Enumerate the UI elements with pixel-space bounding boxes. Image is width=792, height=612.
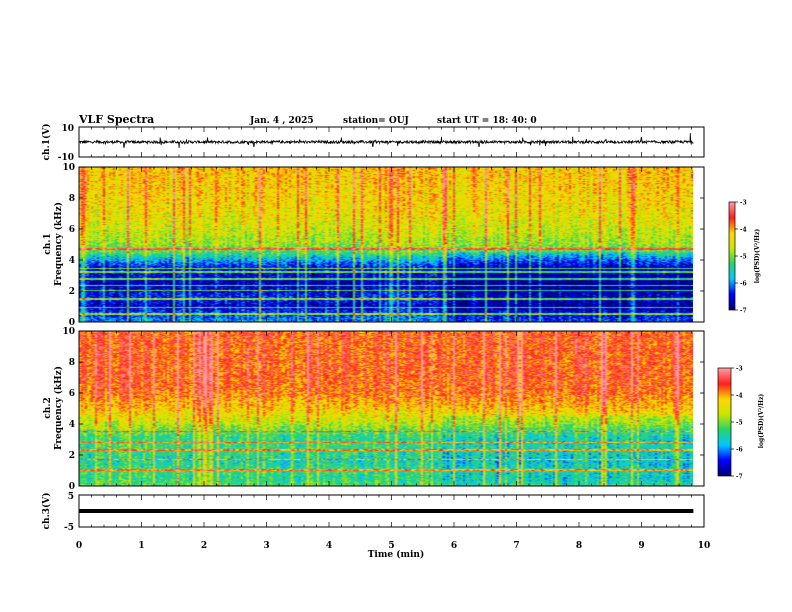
time-tick-label: 0 (76, 541, 82, 551)
ch3-ytick-bottom: -5 (64, 523, 74, 533)
frequency-tick-label: 4 (69, 420, 75, 430)
ch2-spectrogram-ylabel-frequency: Frequency (kHz) (53, 366, 64, 450)
ch1-ylabel: ch.1(V) (41, 124, 52, 161)
colorbar-tick-label: -6 (736, 447, 743, 454)
start-time-label: start UT = 18: 40: 0 (437, 116, 537, 126)
ch2-spectrogram-xticks (78, 331, 705, 486)
frequency-tick-label: 2 (69, 451, 75, 461)
ch1-colorbar-gradient (729, 202, 735, 310)
time-tick-label: 4 (326, 541, 332, 551)
ch1-ytick-top: 10 (61, 124, 74, 134)
time-axis-label: Time (min) (368, 549, 425, 560)
ch2-colorbar-label: log(PSD)(V²/Hz) (758, 394, 765, 449)
colorbar-tick-label: -4 (736, 393, 743, 400)
frequency-tick-label: 8 (69, 194, 75, 204)
colorbar-tick-label: -7 (736, 474, 743, 481)
ch1-colorbar-ticks: -3 -4 -5 -6 -7 (735, 200, 747, 315)
frequency-tick-label: 10 (62, 327, 75, 337)
time-tick-label: 5 (388, 541, 394, 551)
time-tick-label: 2 (201, 541, 207, 551)
ch2-spectrogram-image (79, 331, 693, 486)
ch1-colorbar: -3 -4 -5 -6 -7 log(PSD)(V²/Hz) (728, 200, 761, 315)
colorbar-tick-label: -3 (736, 366, 743, 373)
date-label: Jan. 4 , 2025 (249, 116, 314, 126)
ch2-colorbar: -3 -4 -5 -6 -7 log(PSD)(V²/Hz) (717, 366, 765, 481)
station-label: station= OUJ (343, 116, 409, 126)
frequency-tick-label: 0 (69, 318, 75, 328)
ch1-spectrogram-image (79, 167, 693, 322)
time-tick-label: 3 (263, 541, 269, 551)
frequency-tick-label: 10 (62, 163, 75, 173)
ch1-waveform-panel: 10 -10 ch.1(V) (41, 124, 705, 163)
ch1-spectrogram-ylabel-channel: ch.1 (43, 233, 53, 254)
time-tick-label: 7 (513, 541, 519, 551)
colorbar-tick-label: -3 (740, 200, 747, 207)
ch2-colorbar-gradient (718, 368, 731, 476)
colorbar-tick-label: -7 (740, 308, 747, 315)
time-tick-label: 9 (638, 541, 644, 551)
ch1-spectrogram-xticks (78, 167, 705, 322)
ch2-spectrogram-yticks: 0 2 4 6 8 10 (62, 327, 704, 492)
ch2-spectrogram-ylabel-channel: ch.2 (43, 397, 53, 418)
ch3-ylabel: ch.3(V) (41, 493, 52, 530)
colorbar-tick-label: -4 (740, 227, 747, 234)
ch3-waveform-panel: 5 -5 ch.3(V) (41, 492, 705, 533)
figure-title: VLF Spectra (78, 113, 154, 126)
colorbar-tick-label: -5 (740, 254, 747, 261)
ch3-ytick-top: 5 (68, 492, 74, 502)
time-axis-tick-labels: 0 1 2 3 4 5 6 7 8 9 10 (76, 541, 710, 551)
ch3-waveform-xticks (78, 495, 705, 527)
ch1-spectrogram-panel: 0 2 4 6 8 10 ch.1 Frequency (kHz) (43, 163, 705, 328)
time-tick-label: 10 (698, 541, 711, 551)
colorbar-tick-label: -5 (736, 420, 743, 427)
frequency-tick-label: 4 (69, 256, 75, 266)
colorbar-tick-label: -6 (740, 281, 747, 288)
ch1-ytick-bottom: -10 (58, 153, 74, 163)
frequency-tick-label: 6 (69, 225, 75, 235)
time-tick-label: 8 (576, 541, 582, 551)
ch2-spectrogram-panel: 0 2 4 6 8 10 ch.2 Frequency (kHz) (43, 327, 705, 492)
frequency-tick-label: 2 (69, 287, 75, 297)
frequency-tick-label: 8 (69, 358, 75, 368)
ch2-colorbar-ticks: -3 -4 -5 -6 -7 (731, 366, 743, 481)
ch1-spectrogram-ylabel-frequency: Frequency (kHz) (53, 202, 64, 286)
ch1-spectrogram-yticks: 0 2 4 6 8 10 (62, 163, 704, 328)
frequency-tick-label: 6 (69, 389, 75, 399)
ch1-trace-line (79, 132, 694, 149)
frequency-tick-label: 0 (69, 482, 75, 492)
ch1-colorbar-label: log(PSD)(V²/Hz) (754, 229, 761, 284)
time-tick-label: 1 (138, 541, 144, 551)
ch1-waveform-xticks (78, 127, 705, 157)
time-tick-label: 6 (451, 541, 457, 551)
